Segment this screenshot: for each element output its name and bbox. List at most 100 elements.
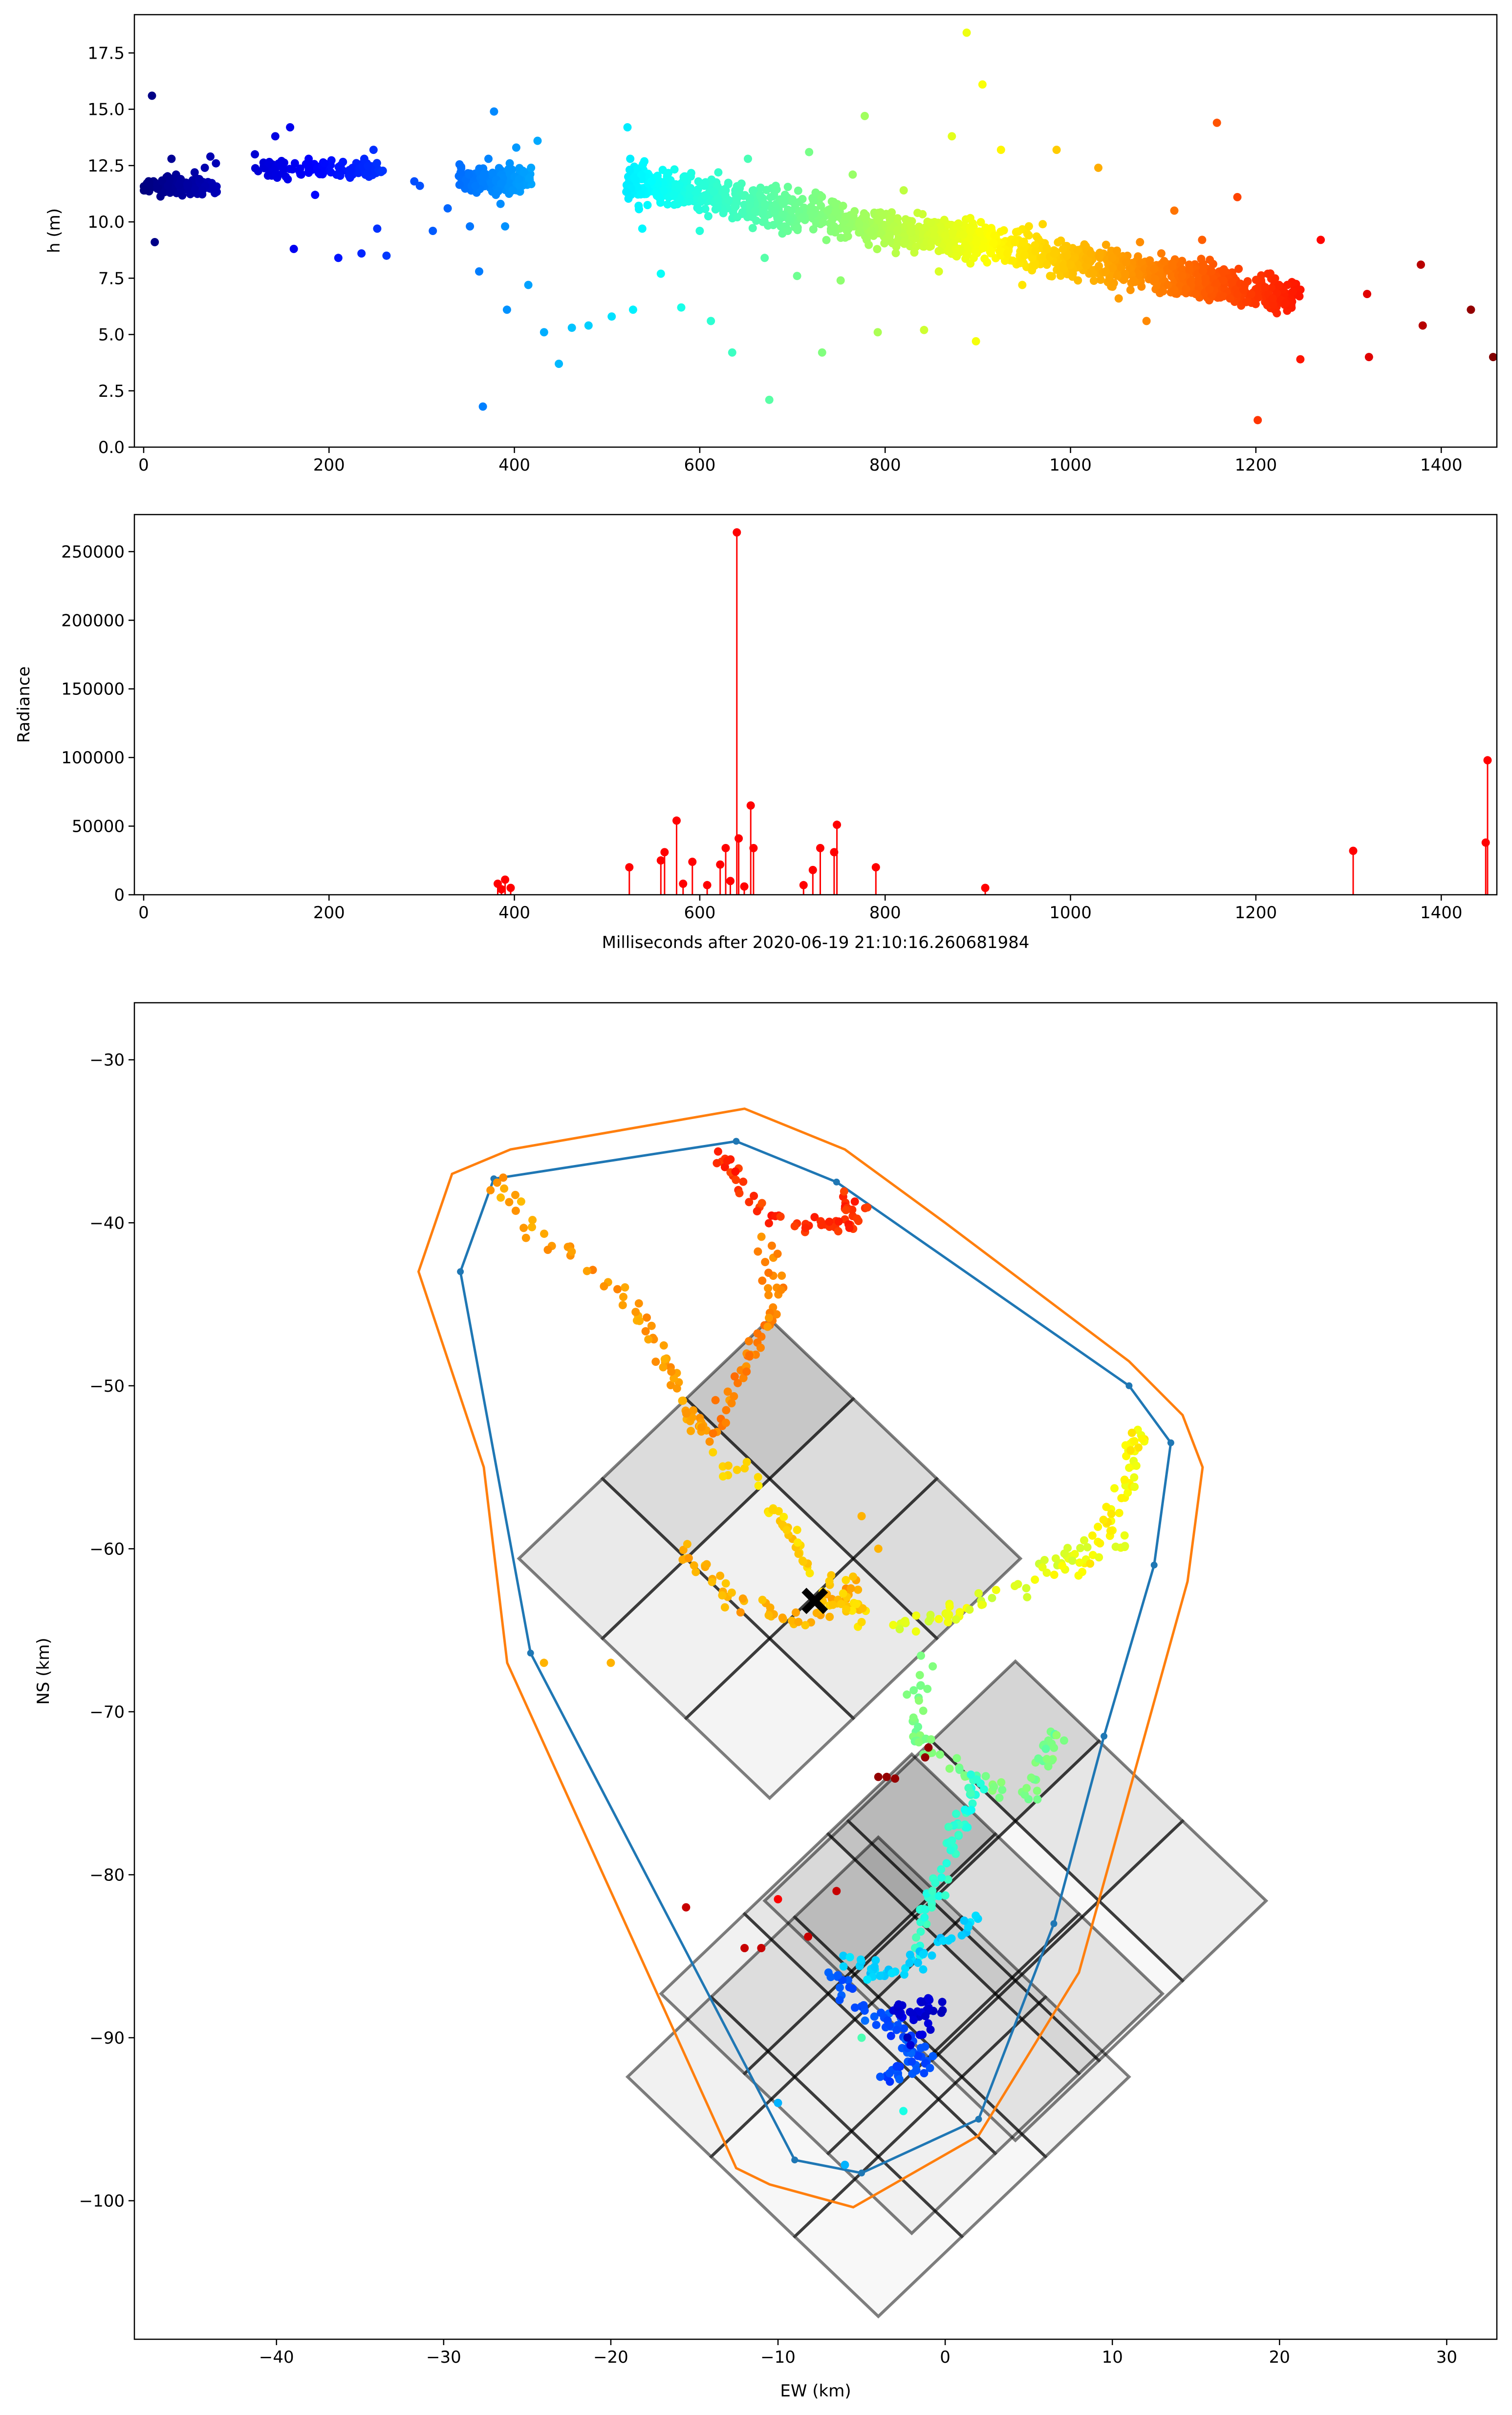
height-point [1122, 258, 1130, 267]
inner-hull-vertex [833, 1178, 840, 1186]
map-point [682, 1409, 691, 1418]
map-point [641, 1327, 650, 1336]
map-marker-layer [801, 1588, 828, 1615]
map-point [776, 1212, 785, 1221]
height-point [1050, 249, 1058, 258]
map-point [965, 1605, 974, 1614]
map-point [906, 1950, 914, 1959]
map-point [916, 1681, 925, 1690]
height-point [836, 276, 845, 285]
map-point [672, 1384, 681, 1393]
height-point [184, 179, 193, 188]
map-point [723, 1387, 732, 1396]
map-point [849, 1572, 858, 1581]
map-point [1051, 1554, 1060, 1563]
map-y-tick-label: −40 [89, 1213, 125, 1233]
height-point [1094, 163, 1102, 172]
radiance-y-tick-label: 100000 [61, 748, 125, 768]
map-point [923, 1684, 932, 1693]
map-point [634, 1299, 643, 1308]
height-point [1046, 272, 1055, 280]
map-point [528, 1223, 536, 1231]
map-point [727, 1588, 736, 1597]
map-point [905, 1959, 914, 1967]
height-axes-frame [133, 14, 1498, 448]
map-point [683, 1540, 691, 1549]
height-point [478, 402, 487, 411]
map-point [790, 1222, 799, 1230]
height-point [475, 267, 483, 276]
inner-hull-vertex [457, 1268, 464, 1275]
map-point [817, 1221, 826, 1229]
height-point [714, 168, 723, 177]
height-point [830, 222, 839, 231]
map-point [1120, 1531, 1129, 1540]
height-point [751, 207, 759, 216]
map-point [903, 1690, 911, 1699]
map-point [679, 1546, 688, 1554]
map-point [756, 1343, 765, 1352]
map-point [1033, 1795, 1042, 1804]
height-point [1126, 285, 1135, 294]
map-point [963, 1823, 972, 1832]
height-point [1252, 276, 1260, 284]
map-point [900, 1617, 909, 1626]
height-point [166, 188, 174, 197]
height-point [364, 162, 372, 170]
height-point [787, 206, 796, 215]
map-point [931, 1878, 940, 1887]
height-point [378, 166, 387, 175]
map-point [1099, 1515, 1108, 1524]
map-point [730, 1372, 739, 1381]
map-point [667, 1381, 675, 1389]
height-point [962, 28, 971, 37]
map-point [1127, 1428, 1136, 1437]
height-point [818, 193, 826, 201]
map-point [758, 1276, 767, 1285]
height-point [652, 188, 661, 196]
map-point [644, 1335, 653, 1344]
map-point [505, 1198, 514, 1207]
height-y-tick-label: 2.5 [98, 382, 125, 401]
map-point [500, 1184, 509, 1193]
height-point [1364, 353, 1373, 362]
height-point [701, 191, 710, 200]
height-point [1080, 240, 1089, 249]
height-point [659, 186, 668, 195]
map-point [977, 1600, 986, 1609]
radiance-point [981, 884, 990, 892]
map-point [772, 1310, 781, 1319]
height-point [1052, 146, 1061, 154]
height-point [748, 224, 757, 233]
map-point [742, 1458, 751, 1466]
map-point [913, 1959, 922, 1967]
map-point [774, 1895, 782, 1903]
map-point [619, 1293, 627, 1301]
height-point [861, 111, 869, 120]
map-point [909, 1713, 918, 1722]
height-point [455, 180, 464, 189]
height-point [279, 163, 287, 172]
radiance-y-tick-label: 150000 [61, 680, 125, 699]
map-point [1023, 1593, 1032, 1601]
height-point [1054, 238, 1062, 247]
height-point [512, 143, 520, 152]
height-point [527, 163, 536, 172]
map-point [954, 1831, 963, 1839]
map-y-tick-label: −100 [79, 2191, 125, 2211]
map-point [1033, 1787, 1041, 1795]
height-point [622, 188, 631, 196]
map-point [761, 1258, 770, 1267]
map-point [955, 1766, 964, 1774]
map-point [716, 1572, 725, 1580]
height-point [955, 244, 964, 253]
map-point [921, 2012, 930, 2021]
height-point [1159, 287, 1167, 296]
height-point [271, 132, 280, 141]
map-point [924, 1743, 933, 1752]
height-point [976, 218, 985, 227]
map-point [944, 1823, 953, 1832]
height-point [941, 231, 950, 240]
height-point [141, 186, 150, 194]
map-point [1107, 1509, 1116, 1518]
